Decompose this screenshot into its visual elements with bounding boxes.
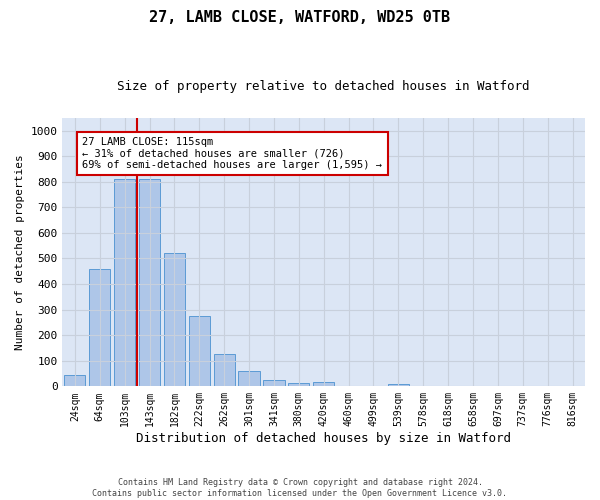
Bar	[114, 179, 135, 386]
Bar	[388, 384, 409, 386]
Title: Size of property relative to detached houses in Watford: Size of property relative to detached ho…	[118, 80, 530, 93]
Bar	[238, 372, 260, 386]
Bar	[139, 179, 160, 386]
Text: 27, LAMB CLOSE, WATFORD, WD25 0TB: 27, LAMB CLOSE, WATFORD, WD25 0TB	[149, 10, 451, 25]
Bar	[64, 375, 85, 386]
Text: 27 LAMB CLOSE: 115sqm
← 31% of detached houses are smaller (726)
69% of semi-det: 27 LAMB CLOSE: 115sqm ← 31% of detached …	[82, 137, 382, 170]
Bar	[89, 268, 110, 386]
Y-axis label: Number of detached properties: Number of detached properties	[15, 154, 25, 350]
Bar	[263, 380, 284, 386]
Bar	[288, 384, 310, 386]
Bar	[189, 316, 210, 386]
Bar	[214, 354, 235, 386]
Text: Contains HM Land Registry data © Crown copyright and database right 2024.
Contai: Contains HM Land Registry data © Crown c…	[92, 478, 508, 498]
Bar	[313, 382, 334, 386]
Bar	[164, 254, 185, 386]
X-axis label: Distribution of detached houses by size in Watford: Distribution of detached houses by size …	[136, 432, 511, 445]
